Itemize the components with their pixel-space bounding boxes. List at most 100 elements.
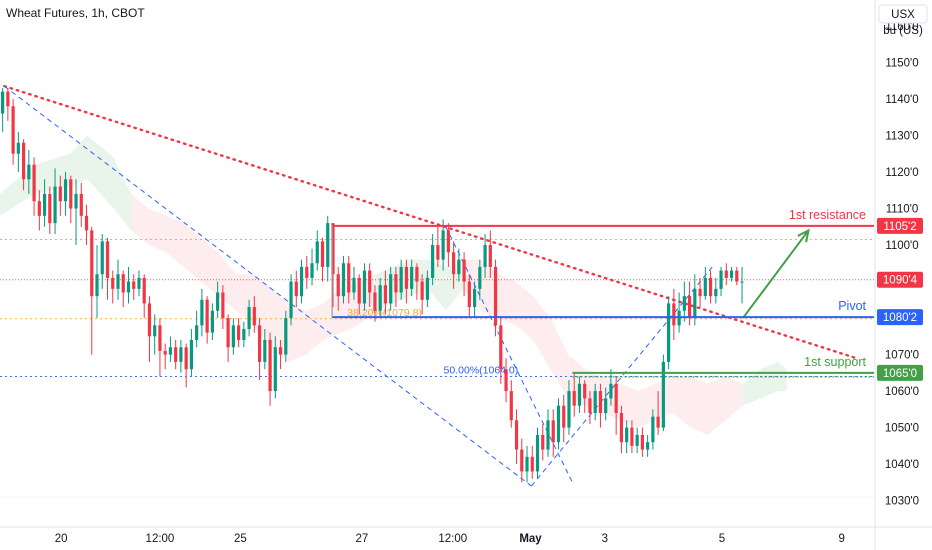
candle-body bbox=[63, 179, 68, 202]
candle-body bbox=[740, 281, 744, 283]
cloud-segment bbox=[760, 361, 778, 399]
candle-body bbox=[572, 391, 576, 406]
candle-body bbox=[383, 285, 388, 304]
level-price-tag-bg bbox=[877, 364, 923, 381]
cloud-segment bbox=[410, 259, 429, 297]
candle-body bbox=[525, 456, 529, 472]
candle-body bbox=[326, 223, 330, 267]
cloud-segment bbox=[533, 296, 551, 370]
candle-body bbox=[514, 420, 519, 450]
candle-body bbox=[347, 263, 351, 293]
cloud-segment bbox=[201, 237, 219, 297]
x-tick-label: 5 bbox=[719, 533, 725, 545]
candle-body bbox=[289, 281, 293, 319]
candle-body bbox=[273, 347, 277, 392]
candle-body bbox=[609, 383, 613, 399]
candle-body bbox=[168, 347, 173, 355]
y-tick-label: 1070'0 bbox=[885, 350, 919, 362]
candle-body bbox=[121, 274, 125, 293]
drawing-lines bbox=[3, 84, 858, 487]
candle-body bbox=[105, 241, 110, 278]
candle-body bbox=[153, 325, 157, 337]
candle-body bbox=[179, 347, 183, 362]
candle-body bbox=[420, 281, 424, 300]
cloud-segment bbox=[305, 303, 324, 355]
candle-body bbox=[163, 350, 167, 355]
candle-body bbox=[672, 303, 676, 326]
x-tick-label: May bbox=[519, 533, 542, 545]
candle-body bbox=[604, 398, 608, 414]
candle-body bbox=[735, 270, 739, 282]
candle-body bbox=[630, 427, 634, 446]
cloud-segment bbox=[218, 252, 236, 311]
currency-button[interactable]: USX bbox=[878, 4, 928, 24]
candle-body bbox=[488, 245, 492, 267]
candle-body bbox=[147, 303, 152, 337]
candle-body bbox=[708, 277, 713, 297]
cloud-segment bbox=[166, 215, 184, 267]
cloud-segment bbox=[568, 354, 586, 406]
price-axis: 1160'0 1150'0 1140'0 1130'0 1120'0 1110'0 1100… bbox=[877, 21, 923, 508]
candle-body bbox=[200, 299, 204, 326]
forecast-arrow-head bbox=[797, 228, 810, 243]
cloud-segment bbox=[0, 164, 35, 216]
x-tick-label: 20 bbox=[55, 533, 68, 545]
candle-body bbox=[100, 241, 104, 275]
candle-body bbox=[504, 369, 508, 392]
candle-body bbox=[562, 405, 566, 428]
candle-body bbox=[499, 325, 503, 370]
candle-body bbox=[79, 193, 83, 216]
unit-button[interactable]: bu (US) bbox=[883, 25, 923, 37]
cloud-segment bbox=[69, 135, 88, 187]
candle-body bbox=[530, 456, 534, 472]
level-price-tag-bg bbox=[877, 217, 923, 234]
candle-body bbox=[142, 277, 146, 304]
candle-body bbox=[415, 266, 419, 282]
fib-levels: 50.00%(1064.0)38.20%(1079.8) bbox=[0, 239, 874, 377]
candle-body bbox=[467, 281, 471, 308]
level-label: 1st support bbox=[804, 355, 866, 369]
candle-body bbox=[661, 361, 665, 428]
candle-body bbox=[205, 299, 209, 333]
candle-body bbox=[90, 230, 94, 297]
candle-body bbox=[577, 383, 582, 406]
fib-retracement-diagonal bbox=[445, 226, 573, 483]
candle-body bbox=[535, 434, 540, 472]
current-price-tag: 1090'4 bbox=[883, 275, 918, 287]
cloud-segment bbox=[358, 274, 376, 326]
candle-body bbox=[284, 318, 288, 355]
candle-body bbox=[588, 398, 592, 414]
level-price-tag-bg bbox=[877, 309, 923, 326]
y-tick-label: 1060'0 bbox=[885, 386, 919, 398]
candle-body bbox=[6, 91, 10, 107]
x-tick-label: 12:00 bbox=[146, 533, 175, 545]
candle-body bbox=[53, 186, 57, 224]
candle-body bbox=[331, 223, 335, 275]
candle-body bbox=[546, 420, 550, 450]
candle-body bbox=[362, 270, 367, 304]
cloud-segment bbox=[148, 208, 167, 253]
candle-body bbox=[132, 281, 136, 289]
candle-body bbox=[189, 339, 194, 370]
candle-body bbox=[320, 241, 325, 267]
fib-level-label: 38.20%(1079.8) bbox=[347, 307, 422, 319]
candle-body bbox=[714, 288, 718, 297]
fib-retracement-diagonal bbox=[4, 85, 532, 487]
y-tick-label: 1030'0 bbox=[885, 496, 919, 508]
cloud-segment bbox=[550, 318, 569, 399]
candle-body bbox=[210, 310, 214, 333]
candle-body bbox=[294, 281, 298, 297]
cloud-segment bbox=[742, 369, 761, 406]
candle-body bbox=[509, 391, 513, 421]
cloud-segment bbox=[725, 376, 743, 421]
candle-body bbox=[116, 274, 120, 289]
cloud-segment bbox=[463, 259, 481, 311]
cloud-segment bbox=[235, 274, 254, 326]
candle-body bbox=[625, 427, 629, 443]
candle-body bbox=[425, 277, 429, 300]
candle-body bbox=[656, 416, 660, 428]
cloud-segment bbox=[113, 157, 132, 231]
